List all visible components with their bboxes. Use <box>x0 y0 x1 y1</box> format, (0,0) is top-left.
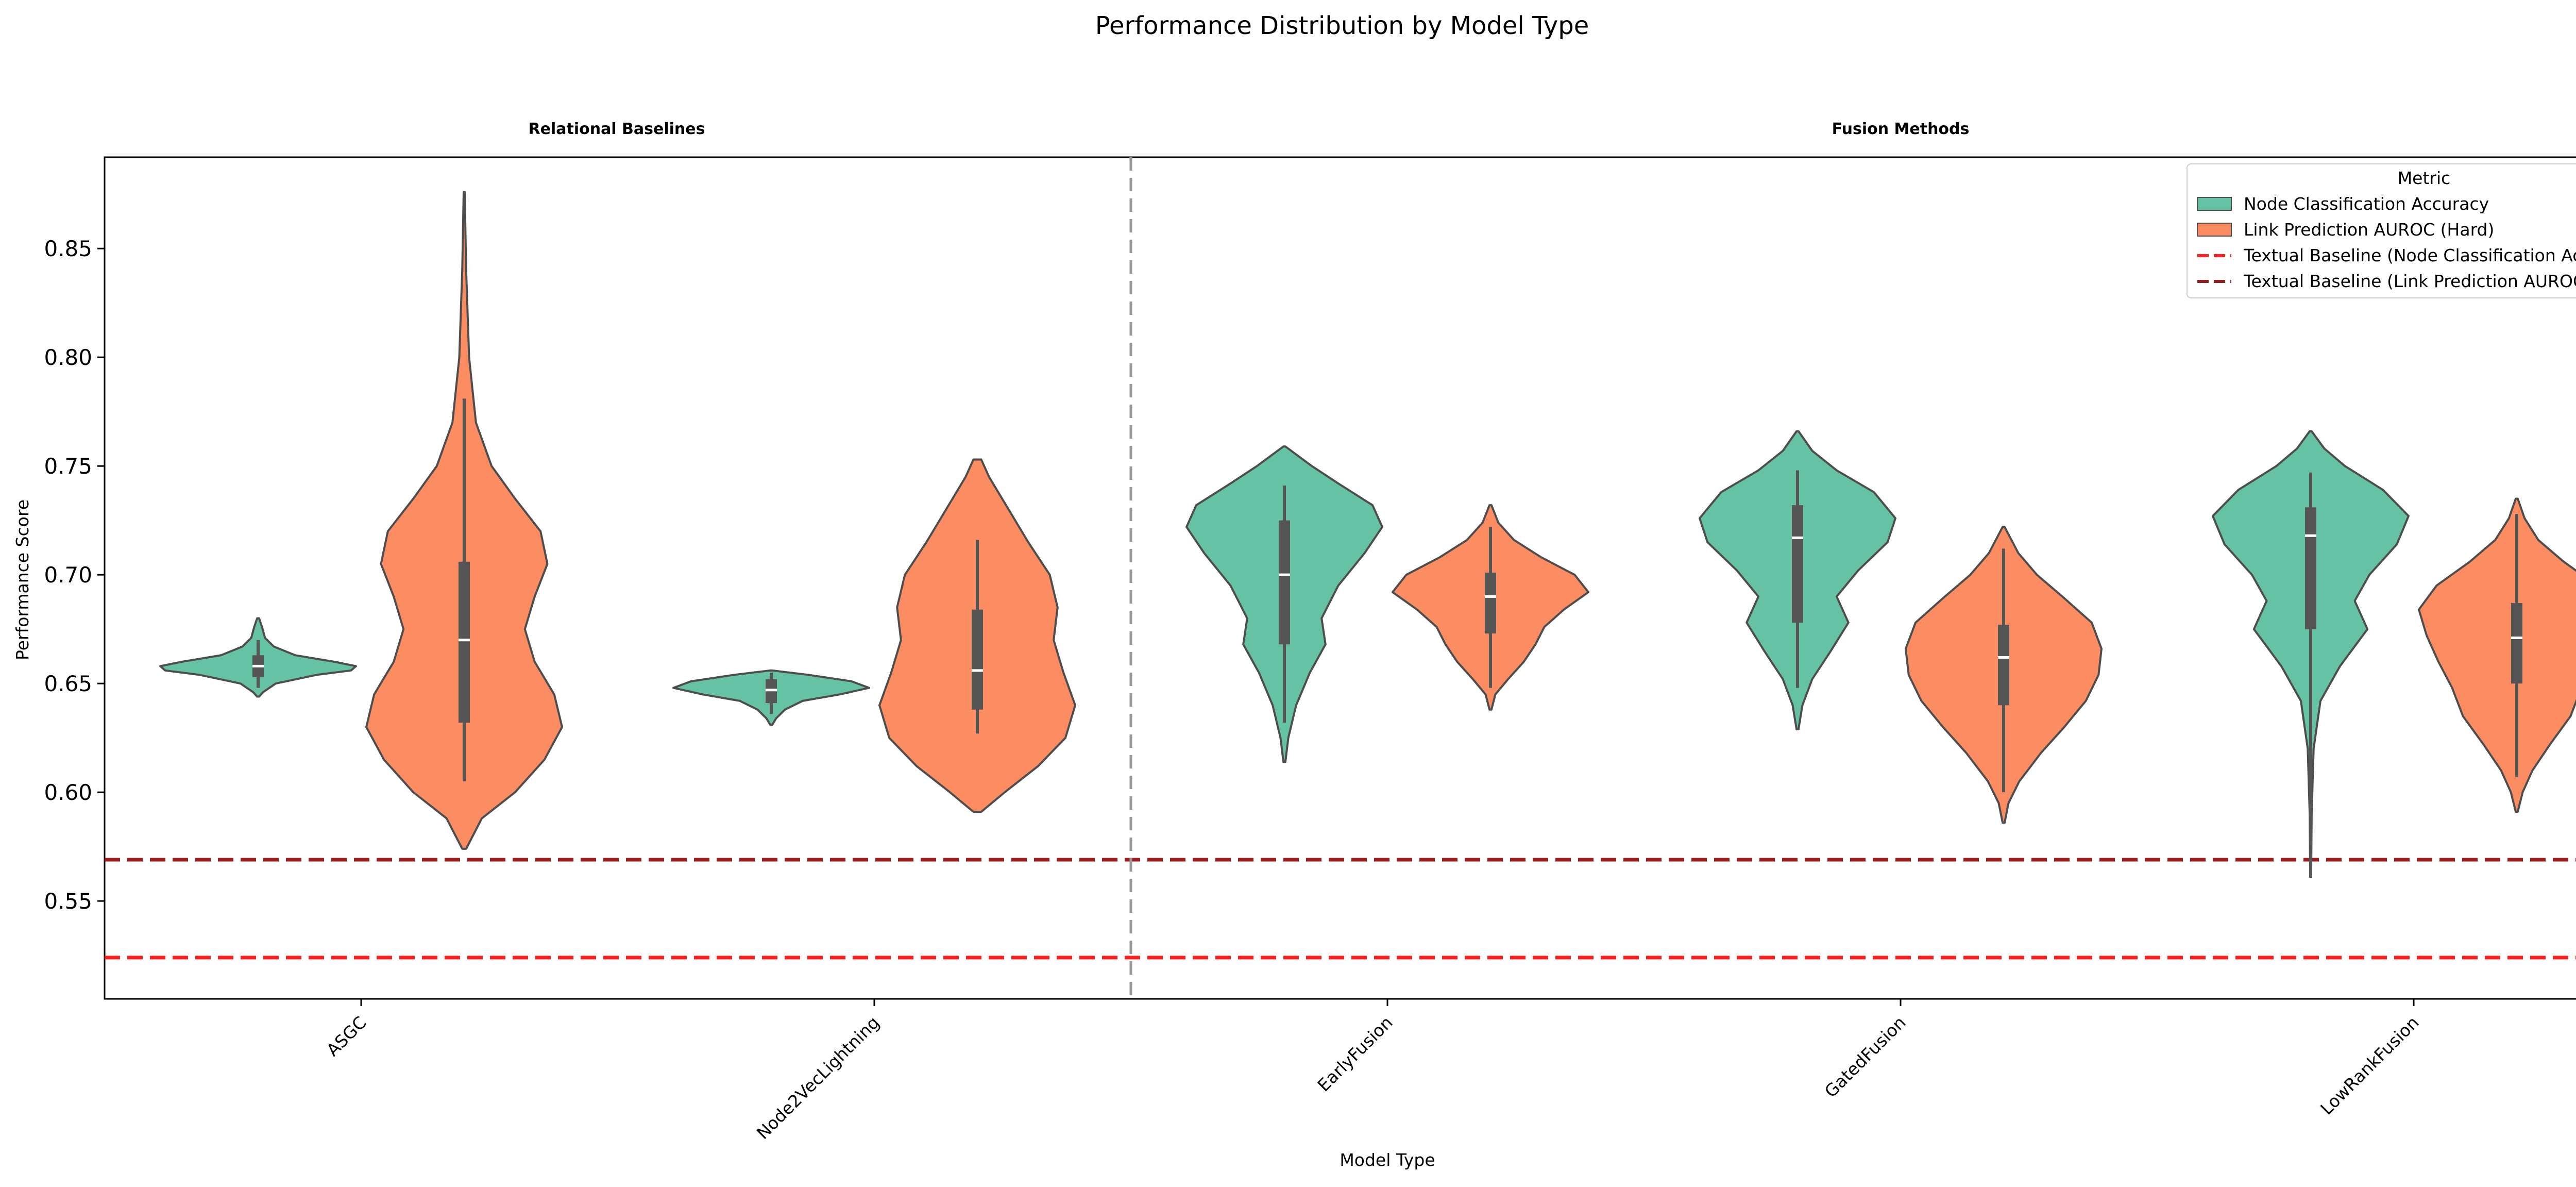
violin-iqr-box <box>2305 507 2316 629</box>
legend-entry-baseline-link: Textual Baseline (Link Prediction AUROC … <box>2243 271 2576 291</box>
y-tick-label: 0.85 <box>44 236 92 261</box>
x-axis-label: Model Type <box>1340 1150 1435 1170</box>
legend-entry-link: Link Prediction AUROC (Hard) <box>2244 220 2494 240</box>
y-tick-label: 0.70 <box>44 562 92 588</box>
legend-entry-baseline-node: Textual Baseline (Node Classification Ac… <box>2243 245 2576 265</box>
y-tick-label: 0.65 <box>44 671 92 696</box>
violin-iqr-box <box>1279 520 1290 645</box>
x-tick-label: EarlyFusion <box>1314 1012 1397 1095</box>
y-tick-label: 0.55 <box>44 889 92 914</box>
legend-title: Metric <box>2398 168 2451 188</box>
legend-swatch-link <box>2197 223 2232 237</box>
plot-layer: 0.55 0.60 0.65 0.70 0.75 0.80 0.85 ASGC Node2Vec… <box>44 156 2576 1143</box>
y-tick-label: 0.75 <box>44 454 92 479</box>
violin-iqr-box <box>1998 625 2009 706</box>
legend-swatch-node <box>2197 197 2232 211</box>
y-tick-label: 0.60 <box>44 780 92 805</box>
x-tick-label: LowRankFusion <box>2316 1012 2422 1118</box>
x-tick-label: Node2VecLightning <box>753 1012 884 1143</box>
violin-iqr-box <box>2511 603 2522 684</box>
x-tick-label: ASGC <box>323 1012 370 1060</box>
group-label-relational: Relational Baselines <box>529 120 705 138</box>
chart-title: Performance Distribution by Model Type <box>1095 11 1589 40</box>
violin-link-4 <box>2418 497 2576 813</box>
legend: Metric Node Classification Accuracy Link… <box>2187 163 2576 298</box>
x-tick-label: GatedFusion <box>1821 1012 1910 1101</box>
violin-iqr-box <box>459 561 470 723</box>
violin-iqr-box <box>972 609 983 710</box>
violin-iqr-box <box>1485 572 1496 634</box>
y-axis-label: Performance Score <box>12 499 32 660</box>
legend-frame <box>2187 163 2576 298</box>
y-tick-label: 0.80 <box>44 345 92 370</box>
violin-iqr-box <box>1792 505 1803 623</box>
group-label-fusion: Fusion Methods <box>1832 120 1970 138</box>
legend-entry-node: Node Classification Accuracy <box>2244 194 2489 214</box>
